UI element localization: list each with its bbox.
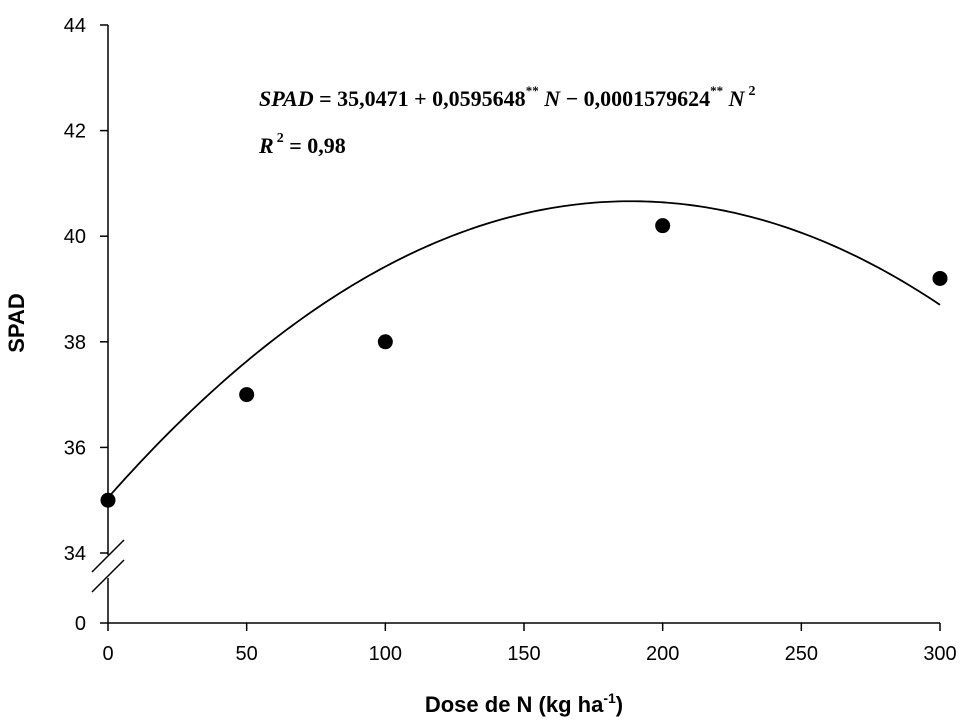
data-point xyxy=(239,387,255,403)
data-point xyxy=(377,334,393,350)
eq-minus: − 0,0001579624 xyxy=(560,86,710,111)
y-tick-label: 38 xyxy=(64,332,86,354)
x-tick-label: 0 xyxy=(102,643,113,665)
x-axis-title-close: ) xyxy=(616,692,623,717)
y-tick-label: 34 xyxy=(64,543,86,565)
y-tick-label: 40 xyxy=(64,226,86,248)
r2-r: R xyxy=(258,133,274,158)
data-point xyxy=(932,270,948,286)
axis-break-mark-lower xyxy=(91,559,125,593)
eq-sig1: ** xyxy=(526,83,539,98)
x-ticks: 0 50 100 150 200 250 300 xyxy=(102,623,957,665)
eq-pow: 2 xyxy=(749,84,756,99)
y-tick-label-zero: 0 xyxy=(75,613,86,635)
y-tick-label: 36 xyxy=(64,437,86,459)
r2-pow: 2 xyxy=(277,131,284,146)
x-tick-label: 200 xyxy=(646,643,679,665)
x-axis-title-main: Dose de N (kg ha xyxy=(425,692,604,717)
fit-curve xyxy=(107,200,941,499)
eq-sig2: ** xyxy=(710,83,723,98)
data-points xyxy=(100,218,948,508)
eq-const: = 35,0471 + 0,0595648 xyxy=(314,86,526,111)
axis-break-mark-upper xyxy=(91,539,125,573)
regression-equation: SPAD = 35,0471 + 0,0595648** N − 0,00015… xyxy=(259,83,756,111)
y-ticks: 34 36 38 40 42 44 0 xyxy=(64,15,108,635)
x-tick-label: 300 xyxy=(923,643,956,665)
axes xyxy=(91,25,940,624)
y-tick-label: 42 xyxy=(64,121,86,143)
y-axis-title: SPAD xyxy=(4,293,29,353)
eq-n2: N xyxy=(723,86,746,111)
x-tick-label: 250 xyxy=(785,643,818,665)
eq-lhs: SPAD xyxy=(259,86,314,111)
x-tick-label: 150 xyxy=(507,643,540,665)
eq-n1: N xyxy=(539,86,562,111)
data-point xyxy=(655,218,671,234)
y-tick-label: 44 xyxy=(64,15,86,37)
r2-value: = 0,98 xyxy=(284,133,346,158)
x-axis-title-sup: -1 xyxy=(603,690,616,706)
x-tick-label: 50 xyxy=(236,643,258,665)
x-axis-title: Dose de N (kg ha-1) xyxy=(425,690,623,717)
x-tick-label: 100 xyxy=(369,643,402,665)
data-point xyxy=(100,492,116,508)
